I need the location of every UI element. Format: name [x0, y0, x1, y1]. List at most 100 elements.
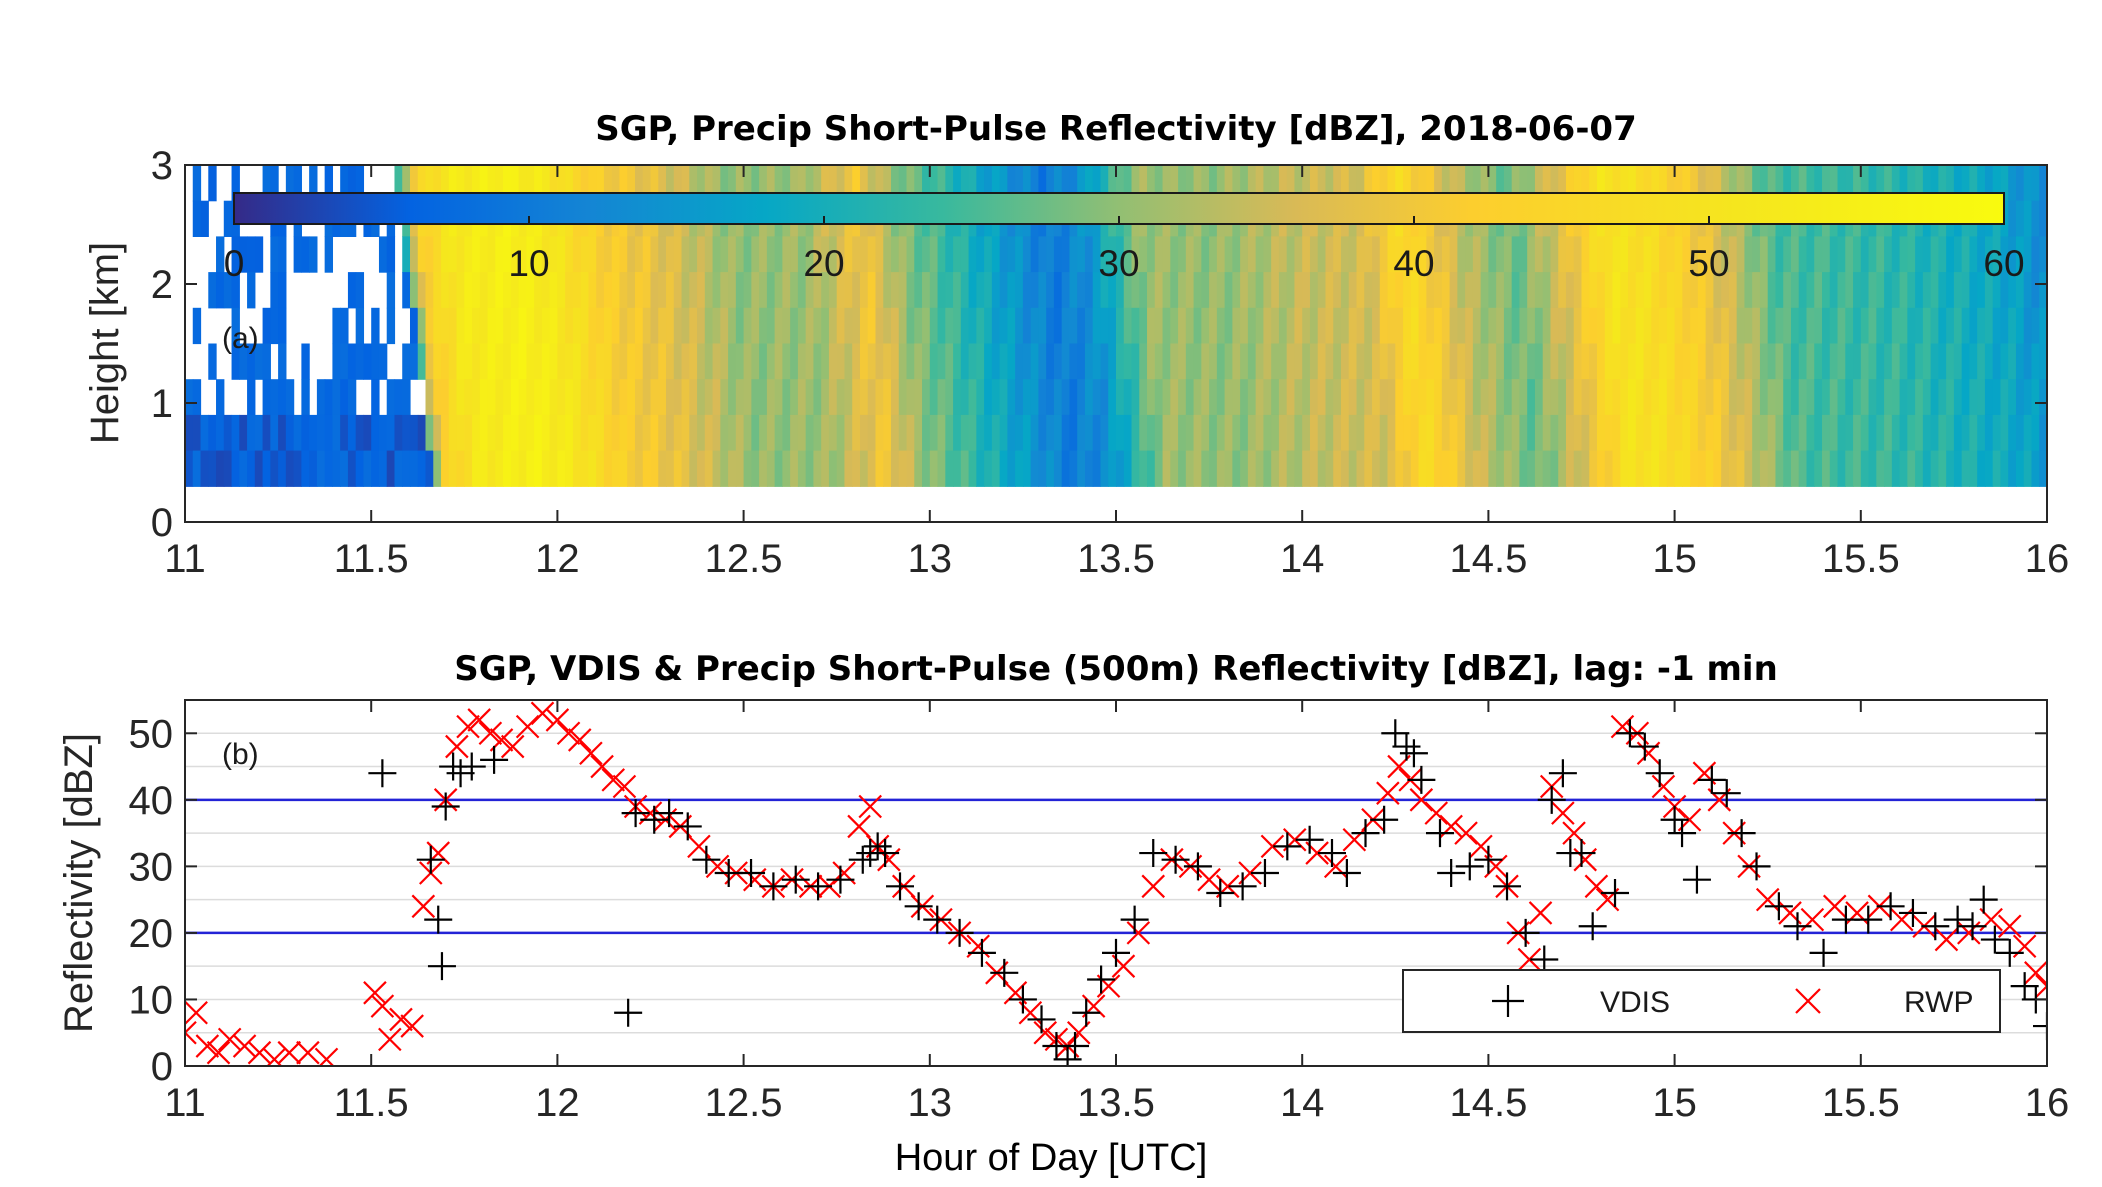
- heatmap-cell: [1666, 236, 1676, 273]
- heatmap-cell: [1309, 307, 1319, 345]
- heatmap-cell: [1690, 272, 1699, 309]
- heatmap-cell: [1178, 307, 1187, 345]
- heatmap-cell: [1651, 379, 1660, 416]
- heatmap-cell: [836, 343, 846, 380]
- heatmap-cell: [549, 165, 558, 202]
- heatmap-cell: [1185, 343, 1195, 380]
- rwp-point: [1260, 834, 1285, 859]
- heatmap-cell: [619, 343, 628, 380]
- y-tick-label: 20: [129, 912, 174, 956]
- heatmap-cell: [464, 343, 473, 380]
- heatmap-cell: [487, 236, 496, 273]
- heatmap-cell: [2039, 343, 2047, 380]
- heatmap-cell: [1635, 272, 1645, 309]
- heatmap-cell: [572, 307, 582, 345]
- heatmap-cell: [1147, 165, 1156, 202]
- heatmap-cell: [1038, 450, 1047, 487]
- heatmap-cell: [1953, 272, 1963, 309]
- heatmap-cell: [1961, 165, 1971, 202]
- heatmap-cell: [1829, 343, 1839, 380]
- heatmap-cell: [456, 343, 465, 380]
- heatmap-cell: [510, 272, 520, 309]
- heatmap-cell: [976, 379, 985, 416]
- heatmap-cell: [666, 414, 675, 452]
- heatmap-cell: [828, 379, 838, 416]
- heatmap-cell: [1860, 414, 1870, 452]
- heatmap-cell: [805, 236, 815, 273]
- heatmap-cell: [425, 272, 434, 309]
- heatmap-cell: [1690, 236, 1699, 273]
- heatmap-cell: [518, 307, 527, 345]
- heatmap-cell: [1814, 236, 1823, 273]
- heatmap-cell: [1030, 414, 1040, 452]
- heatmap-cell: [2031, 343, 2040, 380]
- heatmap-cell: [922, 272, 931, 309]
- heatmap-cell: [867, 165, 877, 202]
- heatmap-cell: [1814, 272, 1823, 309]
- heatmap-cell: [1278, 450, 1288, 487]
- heatmap-cell: [1434, 343, 1443, 380]
- heatmap-cell: [953, 379, 962, 416]
- heatmap-cell: [937, 343, 946, 380]
- rwp-point: [530, 701, 555, 726]
- heatmap-cell: [650, 236, 659, 273]
- heatmap-cell: [1209, 343, 1218, 380]
- heatmap-cell: [402, 450, 411, 487]
- heatmap-cell: [658, 450, 667, 487]
- heatmap-cell: [1659, 450, 1668, 487]
- heatmap-cell: [1263, 450, 1272, 487]
- heatmap-cell: [1643, 379, 1652, 416]
- heatmap-cell: [1139, 343, 1148, 380]
- heatmap-cell: [1829, 307, 1839, 345]
- heatmap-cell: [1853, 272, 1862, 309]
- heatmap-cell: [417, 343, 427, 380]
- panel-a-heatmap: SGP, Precip Short-Pulse Reflectivity [dB…: [83, 109, 2069, 581]
- heatmap-cell: [1899, 414, 1908, 452]
- heatmap-cell: [1441, 307, 1451, 345]
- heatmap-cell: [1643, 450, 1652, 487]
- heatmap-cell: [1364, 343, 1373, 380]
- heatmap-cell: [960, 236, 970, 273]
- heatmap-cell: [1798, 414, 1808, 452]
- heatmap-cell: [1108, 343, 1117, 380]
- heatmap-cell: [1550, 236, 1559, 273]
- vdis-point: [1120, 905, 1149, 934]
- heatmap-cell: [1278, 236, 1288, 273]
- heatmap-cell: [1790, 450, 1800, 487]
- heatmap-cell: [1216, 272, 1226, 309]
- heatmap-cell: [1271, 236, 1280, 273]
- heatmap-cell: [1752, 307, 1761, 345]
- heatmap-cell: [1565, 450, 1575, 487]
- heatmap-cell: [937, 379, 946, 416]
- heatmap-cell: [1527, 165, 1536, 202]
- vdis-point: [1809, 938, 1838, 967]
- heatmap-cell: [425, 414, 434, 452]
- heatmap-cell: [704, 379, 714, 416]
- heatmap-cell: [689, 165, 698, 202]
- heatmap-cell: [836, 165, 846, 202]
- heatmap-cell: [658, 414, 667, 452]
- heatmap-cell: [1053, 236, 1063, 273]
- heatmap-cell: [1457, 343, 1466, 380]
- heatmap-cell: [836, 307, 846, 345]
- heatmap-cell: [922, 307, 931, 345]
- heatmap-cell: [1977, 236, 1986, 273]
- heatmap-cell: [1077, 379, 1086, 416]
- heatmap-cell: [1581, 272, 1590, 309]
- heatmap-cell: [1969, 236, 1978, 273]
- heatmap-cell: [875, 414, 884, 452]
- heatmap-cell: [1899, 236, 1908, 273]
- heatmap-cell: [867, 379, 877, 416]
- heatmap-cell: [1651, 343, 1660, 380]
- heatmap-cell: [301, 450, 310, 487]
- heatmap-cell: [1860, 343, 1870, 380]
- heatmap-cell: [603, 450, 613, 487]
- heatmap-cell: [821, 343, 830, 380]
- heatmap-cell: [898, 165, 908, 202]
- heatmap-cell: [1123, 307, 1133, 345]
- heatmap-cell: [619, 414, 628, 452]
- heatmap-cell: [1659, 379, 1668, 416]
- heatmap-cell: [751, 307, 760, 345]
- y-tick-label: 50: [129, 712, 174, 756]
- heatmap-cell: [1899, 450, 1908, 487]
